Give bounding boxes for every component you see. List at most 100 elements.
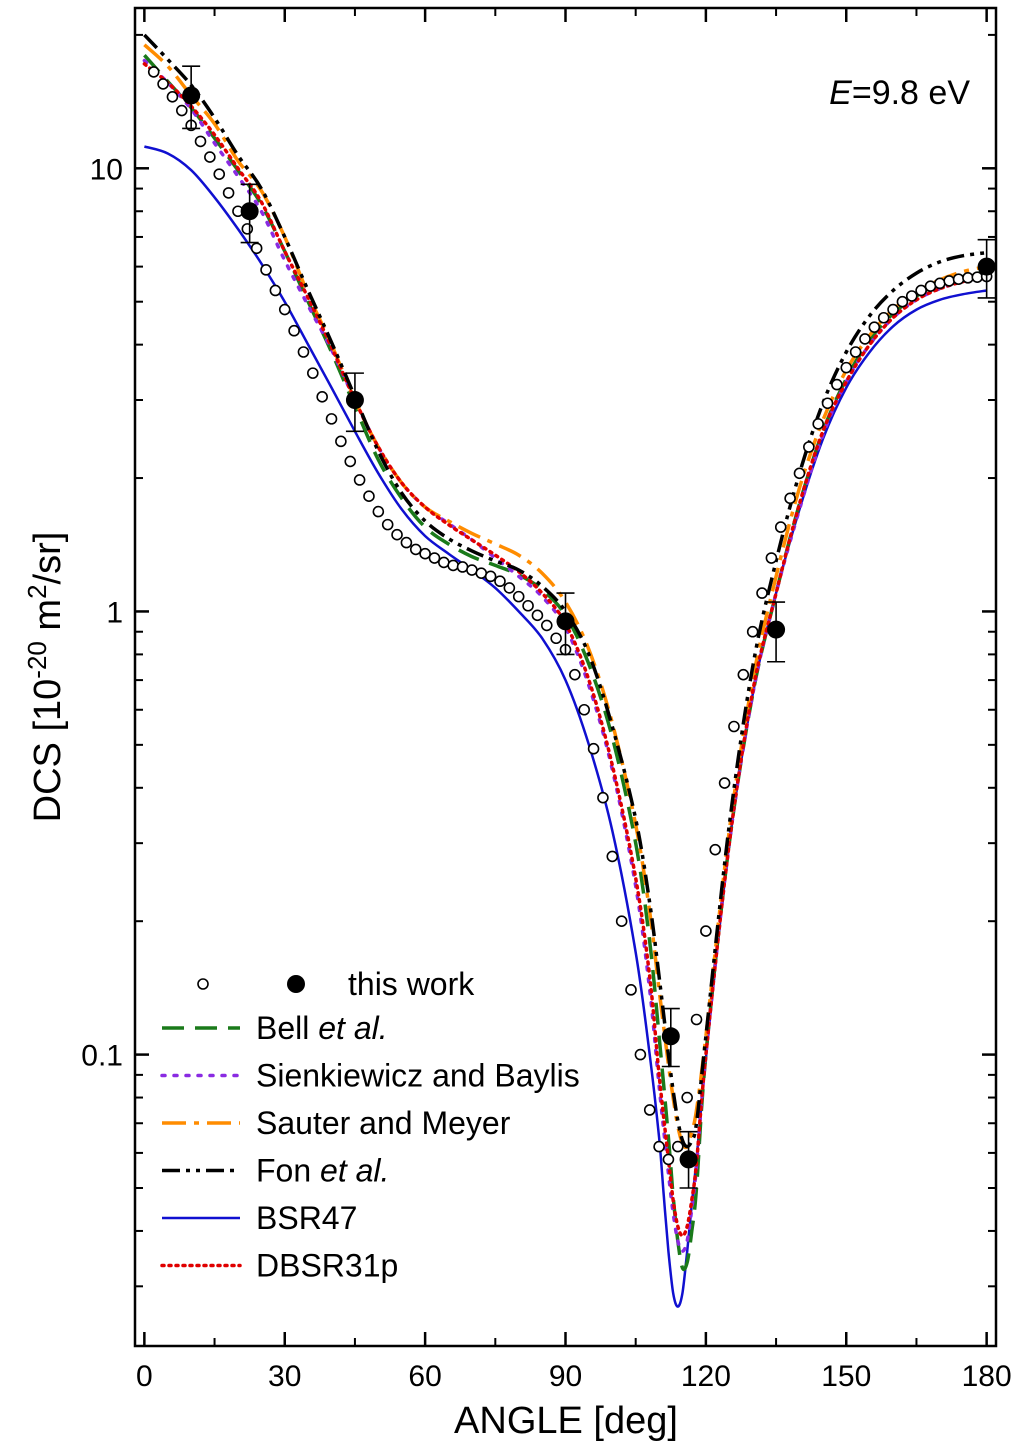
model-curves (142, 33, 989, 1308)
curve-fon (143, 33, 987, 1149)
open-circle-point (147, 66, 160, 78)
open-circle-point (606, 850, 619, 863)
open-circle-point (222, 187, 235, 199)
open-circle-point (887, 303, 899, 316)
open-circle-point (241, 223, 254, 235)
y-axis-title: DCS [10-20 m2/sr] (22, 532, 69, 823)
open-circle-point (307, 367, 319, 379)
open-circle-point (260, 264, 272, 276)
open-circle-point (803, 441, 815, 453)
y-tick-label: 1 (106, 596, 123, 629)
open-circle-point (653, 1140, 665, 1153)
open-circle-point (700, 925, 712, 937)
open-circle-point (503, 582, 516, 594)
open-circle-point (924, 280, 937, 292)
open-circle-point (765, 552, 778, 564)
open-circle-point (288, 324, 300, 337)
open-circle-point (484, 570, 497, 583)
open-circle-point (550, 632, 562, 645)
axis-tick-labels: 0 30 60 90 120 150 180 0.1 1 10 (81, 153, 1011, 1393)
open-circle-point (915, 284, 927, 297)
legend-open-circle (197, 978, 209, 990)
open-circle-point (540, 619, 553, 632)
open-circle-point (905, 290, 918, 302)
open-circle-point (943, 275, 956, 287)
open-circle-point (859, 333, 871, 345)
open-circle-point (325, 413, 338, 425)
y-tick-label: 0.1 (81, 1040, 123, 1073)
open-circle-point (297, 346, 310, 358)
filled-circle-point (182, 86, 201, 105)
open-circle-point (737, 668, 750, 681)
x-tick-label: 150 (821, 1360, 871, 1393)
open-circle-point (531, 609, 544, 622)
x-tick-label: 0 (136, 1360, 153, 1393)
open-circle-point (587, 742, 600, 755)
filled-circle-point (767, 620, 786, 639)
open-circle-point (250, 242, 263, 255)
axis-ticks (135, 8, 996, 1346)
open-circle-point (475, 567, 488, 579)
legend-label-fon: Fon et al. (256, 1153, 389, 1189)
open-circle-point (971, 271, 984, 283)
open-circle-point (316, 391, 328, 403)
open-circle-point (522, 599, 534, 612)
open-circle-point (278, 303, 291, 316)
open-circle-point (419, 547, 431, 560)
curve-sienk (142, 58, 989, 1253)
open-circle-point (494, 575, 506, 588)
legend-label-sienk: Sienkiewicz and Baylis (256, 1058, 580, 1094)
open-circle-point (456, 561, 469, 573)
open-circle-point (812, 418, 824, 430)
open-circle-point (447, 559, 459, 572)
open-circle-point (821, 397, 834, 410)
open-circle-point (204, 151, 216, 163)
filled-circle-point (240, 202, 259, 221)
x-tick-label: 120 (681, 1360, 731, 1393)
open-circle-point (728, 720, 740, 733)
open-circle-point (662, 1153, 675, 1166)
open-circle-point (381, 518, 394, 531)
open-circle-point (194, 135, 207, 148)
open-circle-point (625, 984, 637, 996)
data-points (147, 65, 996, 1189)
open-circle-point (213, 168, 226, 180)
open-circle-point (391, 528, 403, 541)
filled-circle-point (345, 391, 364, 410)
open-circle-point (793, 467, 806, 480)
open-circle-point (672, 1140, 684, 1153)
open-circle-point (634, 1048, 647, 1061)
x-axis-title: ANGLE [deg] (454, 1400, 678, 1442)
open-circle-point (344, 455, 357, 468)
legend-label-bell: Bell et al. (256, 1010, 388, 1046)
open-circle-point (746, 625, 759, 638)
open-circle-point (157, 78, 169, 90)
open-circle-point (400, 536, 413, 549)
open-circle-point (335, 435, 347, 448)
open-circle-point (363, 490, 375, 502)
open-circle-point (831, 378, 843, 391)
open-circle-point (877, 311, 890, 324)
open-circle-point (578, 703, 591, 716)
legend-label-dbsr: DBSR31p (256, 1248, 398, 1284)
legend-filled-circle (287, 975, 305, 993)
y-tick-label: 10 (90, 153, 123, 186)
legend-label-sauter: Sauter and Meyer (256, 1105, 511, 1141)
curve-bsr47 (144, 145, 987, 1308)
filled-circle-point (661, 1027, 680, 1046)
open-circle-point (512, 590, 525, 603)
open-circle-point (438, 556, 450, 569)
open-circle-point (269, 284, 282, 297)
open-circle-point (840, 361, 853, 374)
open-circle-point (868, 321, 881, 333)
open-circle-point (569, 668, 581, 681)
open-circle-point (896, 295, 909, 308)
open-circle-point (175, 104, 188, 117)
open-circle-point (756, 587, 768, 599)
open-circle-point (952, 273, 965, 286)
open-circle-point (166, 90, 179, 103)
open-circle-point (428, 552, 441, 564)
open-circle-point (690, 1013, 703, 1026)
legend-label-this-work: this work (348, 966, 475, 1002)
